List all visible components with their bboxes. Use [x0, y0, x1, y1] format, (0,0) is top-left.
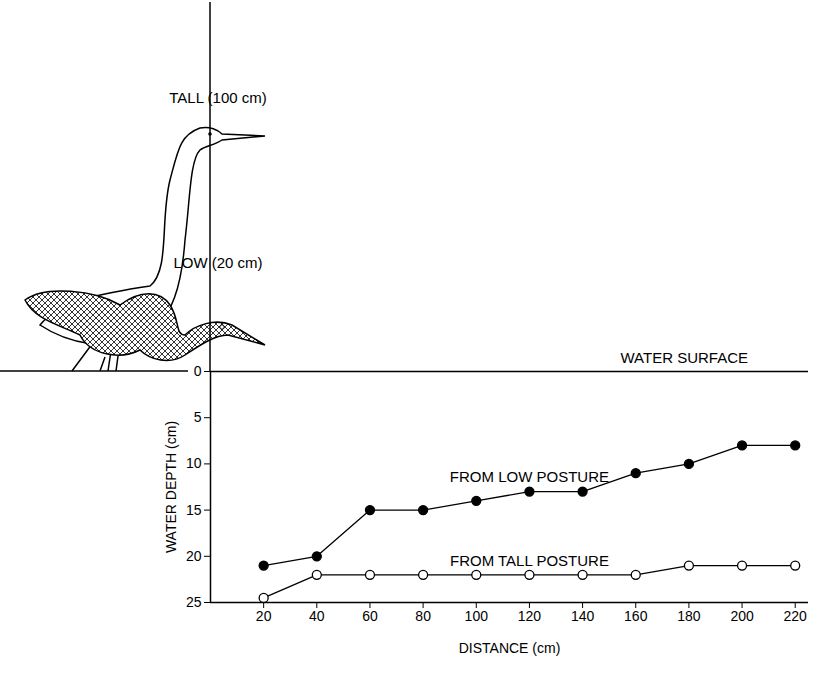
svg-text:120: 120: [518, 608, 542, 624]
svg-text:200: 200: [730, 608, 754, 624]
svg-text:TALL (100 cm): TALL (100 cm): [169, 89, 267, 106]
svg-text:5: 5: [194, 409, 202, 425]
svg-text:WATER DEPTH (cm): WATER DEPTH (cm): [163, 421, 179, 553]
svg-text:100: 100: [465, 608, 489, 624]
svg-text:80: 80: [415, 608, 431, 624]
svg-text:140: 140: [571, 608, 595, 624]
svg-text:180: 180: [677, 608, 701, 624]
svg-text:10: 10: [186, 455, 202, 471]
svg-text:20: 20: [256, 608, 272, 624]
svg-text:FROM TALL POSTURE: FROM TALL POSTURE: [450, 552, 609, 569]
svg-text:40: 40: [309, 608, 325, 624]
svg-text:0: 0: [194, 363, 202, 379]
svg-text:LOW (20 cm): LOW (20 cm): [173, 254, 262, 271]
svg-text:FROM LOW POSTURE: FROM LOW POSTURE: [450, 468, 609, 485]
svg-text:20: 20: [186, 548, 202, 564]
svg-text:220: 220: [784, 608, 808, 624]
svg-text:60: 60: [362, 608, 378, 624]
svg-text:25: 25: [186, 594, 202, 610]
svg-text:160: 160: [624, 608, 648, 624]
svg-text:15: 15: [186, 502, 202, 518]
svg-text:DISTANCE (cm): DISTANCE (cm): [459, 640, 561, 656]
svg-text:WATER SURFACE: WATER SURFACE: [620, 349, 748, 366]
